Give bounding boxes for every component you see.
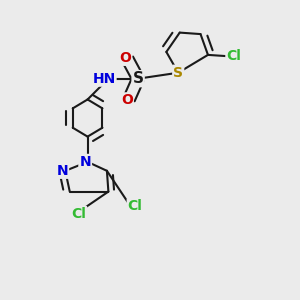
Text: S: S — [173, 66, 183, 80]
Text: N: N — [56, 164, 68, 178]
Text: S: S — [133, 71, 144, 86]
Text: N: N — [80, 155, 91, 169]
Text: Cl: Cl — [71, 207, 86, 221]
Text: Cl: Cl — [226, 50, 241, 63]
Text: O: O — [121, 93, 133, 107]
Text: O: O — [119, 51, 131, 65]
Text: HN: HN — [92, 72, 116, 86]
Text: Cl: Cl — [128, 200, 142, 214]
